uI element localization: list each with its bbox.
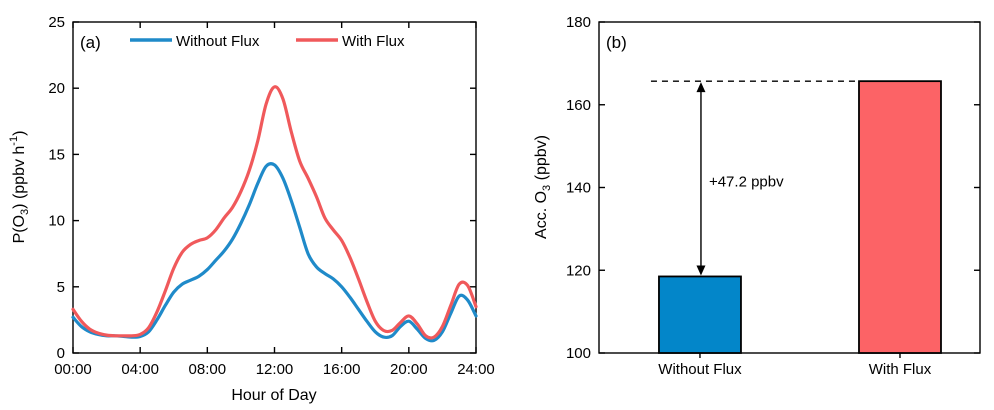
series-line-without-flux xyxy=(71,162,478,343)
legend-a: Without Flux With Flux xyxy=(130,33,405,50)
y-tick-label-a: 20 xyxy=(48,80,65,97)
x-tick-label-a: 04:00 xyxy=(121,361,159,378)
y-tick-label-a: 5 xyxy=(57,279,65,296)
y-tick-label-b: 120 xyxy=(566,262,591,279)
y-axis-title-a: P(O3) (ppbv h-1) xyxy=(8,131,31,244)
plot-frame-a xyxy=(72,21,477,354)
y-tick-label-b: 160 xyxy=(566,97,591,114)
y-tick-label-b: 180 xyxy=(566,14,591,31)
y-axis-title-b: Acc. O3 (ppbv) xyxy=(533,135,553,239)
x-tick-label-a: 20:00 xyxy=(390,361,428,378)
y-tick-label-a: 0 xyxy=(57,345,65,362)
legend-label-1: Without Flux xyxy=(176,33,260,50)
x-tick-label-a: 16:00 xyxy=(323,361,361,378)
chart-panel-a: (a) Hour of Day P(O3) (ppbv h-1) Without… xyxy=(8,14,495,404)
x-axis-title-a: Hour of Day xyxy=(231,387,316,404)
y-tick-label-a: 15 xyxy=(48,146,65,163)
bar-with-flux xyxy=(858,80,942,354)
difference-annotation: +47.2 ppbv xyxy=(709,173,784,190)
chart-panel-b: (b) Acc. O3 (ppbv) 100 120 140 160 180 Withou… xyxy=(533,14,981,378)
y-tick-label-a: 10 xyxy=(48,213,65,230)
difference-arrow-head-down xyxy=(696,265,706,276)
x-tick-label-a: 12:00 xyxy=(256,361,294,378)
y-tick-label-b: 100 xyxy=(566,345,591,362)
series-line-with-flux xyxy=(71,85,478,340)
panel-label-a: (a) xyxy=(80,33,101,52)
x-tick-label-b: Without Flux xyxy=(658,361,742,378)
x-tick-label-a: 24:00 xyxy=(457,361,495,378)
bar-without-flux xyxy=(658,275,742,354)
legend-label-2: With Flux xyxy=(342,33,405,50)
y-tick-label-a: 25 xyxy=(48,14,65,31)
x-tick-label-b: With Flux xyxy=(869,361,932,378)
y-tick-label-b: 140 xyxy=(566,180,591,197)
difference-arrow-head-up xyxy=(696,82,706,93)
x-tick-label-a: 08:00 xyxy=(189,361,227,378)
x-tick-label-a: 00:00 xyxy=(54,361,92,378)
panel-label-b: (b) xyxy=(606,33,627,52)
